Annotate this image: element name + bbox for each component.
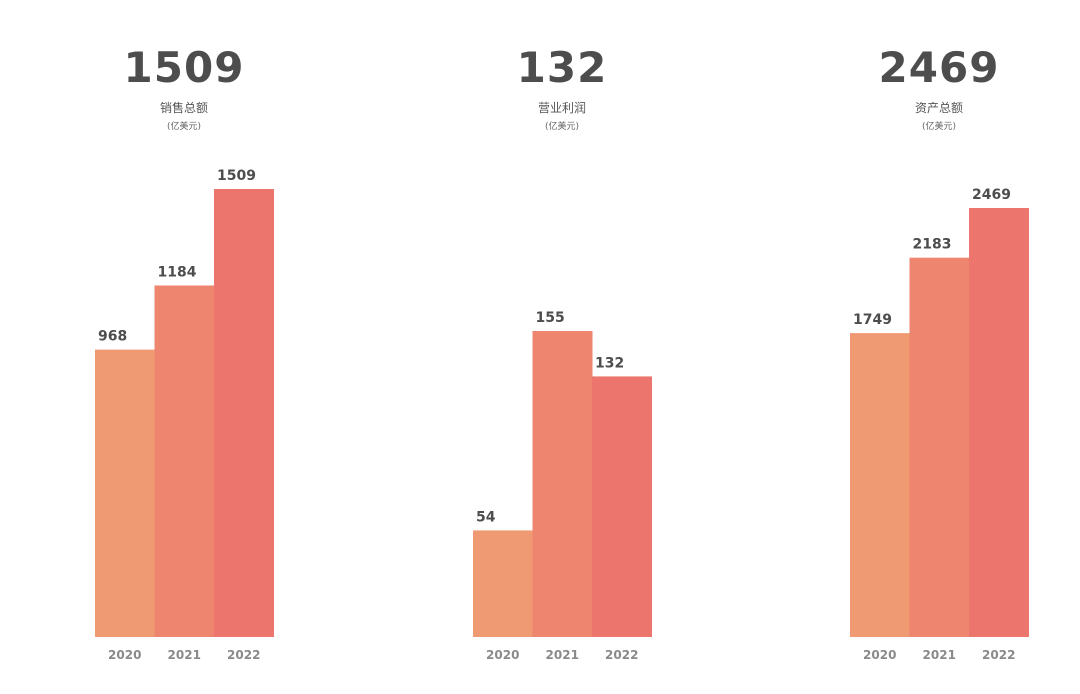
bar-chart-assets: 1749 2020 2183 2021 2469 2022 <box>850 187 1029 662</box>
x-tick-label-2020: 2020 <box>108 648 141 662</box>
bar-chart-profit: 54 2020 155 2021 132 2022 <box>473 310 652 662</box>
chart-unit: (亿美元) <box>921 122 957 132</box>
data-label-2021: 1184 <box>158 264 197 280</box>
bar-2020 <box>473 530 533 637</box>
data-label-2022: 2469 <box>972 187 1011 203</box>
chart-title: 营业利润 <box>537 101 586 115</box>
chart-title: 资产总额 <box>914 101 963 115</box>
data-label-2020: 1749 <box>853 312 892 328</box>
data-label-2021: 2183 <box>913 237 952 253</box>
chart-title: 销售总额 <box>159 101 208 115</box>
chart-unit: (亿美元) <box>166 122 202 132</box>
x-tick-label-2021: 2021 <box>546 648 579 662</box>
x-tick-label-2022: 2022 <box>227 648 260 662</box>
x-tick-label-2022: 2022 <box>605 648 638 662</box>
data-label-2022: 132 <box>595 355 624 371</box>
headline-value: 132 <box>516 43 608 92</box>
x-tick-label-2020: 2020 <box>486 648 519 662</box>
chart-unit: (亿美元) <box>544 122 580 132</box>
bar-2020 <box>850 333 910 637</box>
bar-2022 <box>592 376 652 637</box>
bar-2021 <box>532 331 593 637</box>
bar-2020 <box>95 349 155 637</box>
headline-value: 2469 <box>878 43 1000 92</box>
bar-chart-sales: 968 2020 1184 2021 1509 2022 <box>95 168 274 662</box>
x-tick-label-2021: 2021 <box>923 648 956 662</box>
data-label-2021: 155 <box>536 310 565 326</box>
bar-2021 <box>154 285 215 637</box>
bar-2022 <box>214 189 274 637</box>
data-label-2020: 54 <box>476 509 496 525</box>
data-label-2020: 968 <box>98 329 127 345</box>
x-tick-label-2020: 2020 <box>863 648 896 662</box>
data-label-2022: 1509 <box>217 168 256 184</box>
x-tick-label-2022: 2022 <box>982 648 1015 662</box>
x-tick-label-2021: 2021 <box>168 648 201 662</box>
bar-2021 <box>909 257 970 637</box>
headline-value: 1509 <box>123 43 245 92</box>
bar-2022 <box>969 208 1029 637</box>
